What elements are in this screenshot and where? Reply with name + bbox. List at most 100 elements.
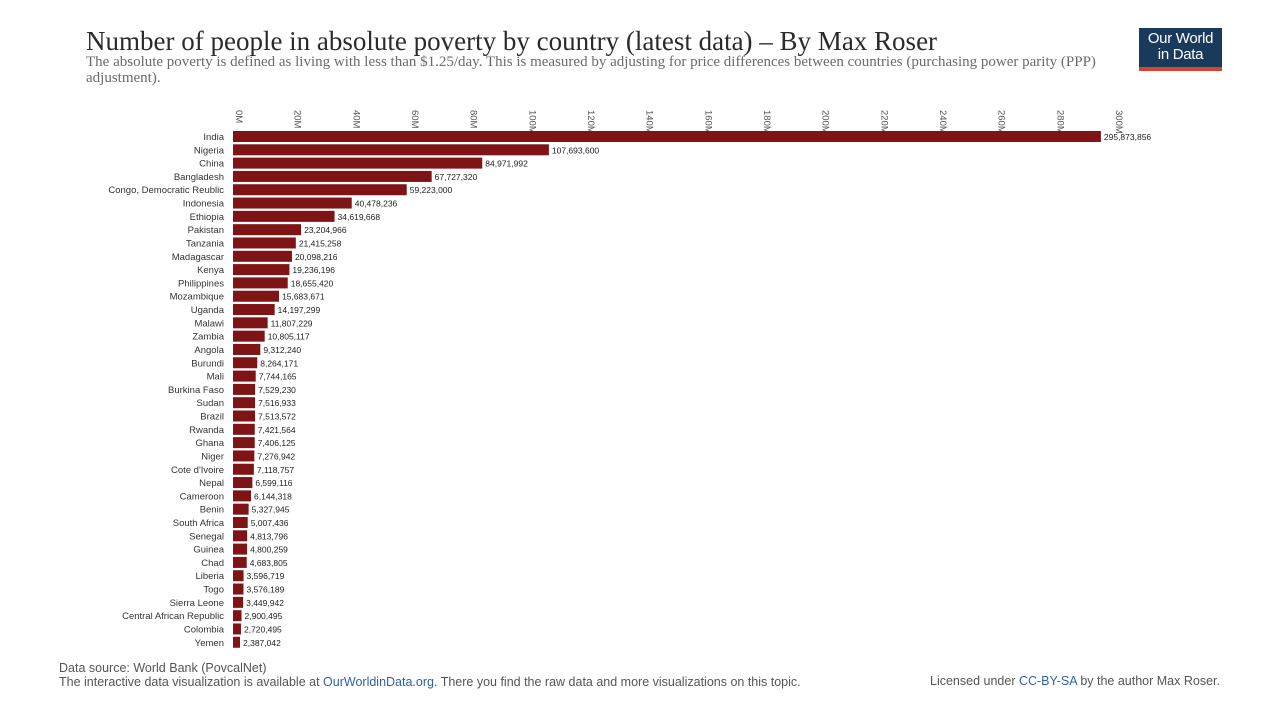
category-label-14: Malawi — [194, 318, 224, 329]
bar-14[interactable] — [233, 317, 268, 329]
bar-8[interactable] — [233, 237, 296, 249]
bar-chart: 0M 20M 40M 60M 80M 100M 120M 140M 160M 180M 200M 22… — [108, 110, 1152, 649]
bar-27[interactable] — [233, 490, 252, 502]
value-label-32: 4,683,805 — [250, 558, 288, 568]
value-label-2: 84,971,992 — [485, 159, 528, 169]
bar-15[interactable] — [233, 330, 265, 342]
bar-38[interactable] — [233, 636, 241, 648]
x-tick-label-12: 240M — [937, 110, 948, 134]
bar-3[interactable] — [233, 170, 432, 182]
category-label-19: Burkina Faso — [168, 385, 224, 396]
category-label-30: Senegal — [189, 531, 224, 542]
bar-17[interactable] — [233, 357, 258, 369]
value-label-36: 2,900,495 — [245, 611, 283, 621]
category-label-37: Colombia — [184, 624, 225, 635]
value-label-17: 8,264,171 — [260, 358, 298, 368]
category-label-12: Mozambique — [170, 292, 224, 303]
value-label-7: 23,204,966 — [304, 225, 347, 235]
value-label-34: 3,576,189 — [246, 585, 284, 595]
category-label-4: Congo, Democratic Reublic — [108, 185, 224, 196]
x-tick-label-4: 80M — [468, 110, 479, 129]
value-label-1: 107,693,600 — [552, 145, 600, 155]
owid-logo[interactable]: Our World in Data — [1139, 28, 1222, 71]
category-label-32: Chad — [201, 558, 224, 569]
category-label-2: China — [199, 159, 225, 170]
bar-30[interactable] — [233, 530, 248, 542]
interactive-suffix: . There you find the raw data and more v… — [433, 675, 801, 689]
value-label-26: 6,599,116 — [255, 478, 292, 488]
interactive-note: The interactive data visualization is av… — [59, 675, 801, 689]
value-label-19: 7,529,230 — [258, 385, 296, 395]
value-label-3: 67,727,320 — [435, 172, 478, 182]
bar-13[interactable] — [233, 304, 275, 316]
bar-31[interactable] — [233, 543, 248, 555]
category-label-38: Yemen — [195, 638, 224, 649]
bar-29[interactable] — [233, 516, 248, 528]
bar-0[interactable] — [233, 131, 1101, 142]
bar-25[interactable] — [233, 463, 254, 475]
bar-16[interactable] — [233, 343, 261, 355]
category-label-1: Nigeria — [194, 145, 225, 156]
value-label-35: 3,449,942 — [246, 598, 284, 608]
value-label-5: 40,478,236 — [355, 199, 398, 209]
value-label-24: 7,276,942 — [257, 451, 295, 461]
value-label-22: 7,421,564 — [258, 425, 296, 435]
category-label-17: Burundi — [191, 358, 224, 369]
data-source: Data source: World Bank (PovcalNet) — [59, 661, 267, 675]
license-prefix: Licensed under — [930, 674, 1019, 688]
bar-1[interactable] — [233, 144, 549, 156]
bar-26[interactable] — [233, 477, 253, 489]
category-label-11: Philippines — [178, 278, 224, 289]
value-label-30: 4,813,796 — [250, 531, 288, 541]
bar-21[interactable] — [233, 410, 256, 422]
bar-23[interactable] — [233, 437, 255, 449]
bar-36[interactable] — [233, 610, 242, 622]
x-tick-label-15: 300M — [1113, 110, 1124, 134]
x-tick-label-14: 280M — [1054, 110, 1065, 134]
bar-5[interactable] — [233, 197, 352, 209]
x-tick-label-3: 60M — [409, 110, 420, 129]
chart-subtitle: The absolute poverty is defined as livin… — [86, 54, 1096, 86]
value-label-16: 9,312,240 — [263, 345, 301, 355]
category-label-24: Niger — [201, 451, 224, 462]
x-tick-label-9: 180M — [761, 110, 772, 134]
bar-6[interactable] — [233, 210, 335, 222]
category-label-3: Bangladesh — [174, 172, 224, 183]
value-label-29: 5,007,436 — [251, 518, 289, 528]
bar-12[interactable] — [233, 290, 280, 302]
value-label-8: 21,415,258 — [299, 238, 342, 248]
owid-link[interactable]: OurWorldinData.org — [323, 675, 434, 689]
bar-37[interactable] — [233, 623, 241, 635]
value-label-25: 7,118,757 — [257, 465, 294, 475]
value-label-38: 2,387,042 — [243, 638, 281, 648]
bar-9[interactable] — [233, 250, 292, 262]
bar-32[interactable] — [233, 556, 247, 568]
bar-11[interactable] — [233, 277, 288, 289]
value-label-20: 7,516,933 — [258, 398, 296, 408]
bar-34[interactable] — [233, 583, 244, 595]
bar-28[interactable] — [233, 503, 249, 515]
bar-2[interactable] — [233, 157, 483, 169]
value-label-4: 59,223,000 — [410, 185, 453, 195]
category-label-18: Mali — [207, 372, 224, 383]
bar-35[interactable] — [233, 596, 244, 608]
value-label-23: 7,406,125 — [258, 438, 296, 448]
x-tick-label-7: 140M — [644, 110, 655, 134]
bar-33[interactable] — [233, 570, 244, 582]
license-link[interactable]: CC-BY-SA — [1018, 674, 1077, 688]
category-label-5: Indonesia — [183, 199, 225, 210]
bar-22[interactable] — [233, 423, 255, 435]
x-tick-label-6: 120M — [585, 110, 596, 134]
bar-18[interactable] — [233, 370, 256, 382]
category-label-25: Cote d'Ivoire — [171, 465, 224, 476]
bar-4[interactable] — [233, 184, 407, 196]
bar-20[interactable] — [233, 397, 256, 409]
license-suffix: by the author Max Roser. — [1076, 674, 1220, 688]
bar-7[interactable] — [233, 224, 302, 236]
value-label-0: 295,873,856 — [1104, 132, 1152, 142]
bar-19[interactable] — [233, 383, 256, 395]
bar-24[interactable] — [233, 450, 255, 462]
interactive-prefix: The interactive data visualization is av… — [59, 675, 324, 689]
category-label-0: India — [203, 132, 224, 143]
bar-10[interactable] — [233, 264, 290, 276]
